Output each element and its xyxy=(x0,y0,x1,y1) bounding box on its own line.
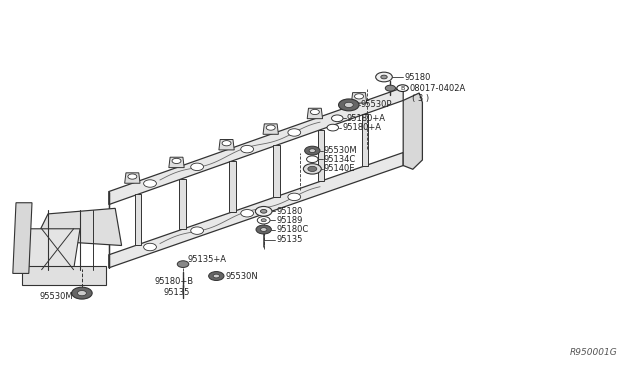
Circle shape xyxy=(260,228,267,231)
Circle shape xyxy=(381,75,387,79)
Text: 95135: 95135 xyxy=(276,235,303,244)
Text: 95530M: 95530M xyxy=(324,146,358,155)
Polygon shape xyxy=(179,179,186,229)
Circle shape xyxy=(376,72,392,82)
Polygon shape xyxy=(169,157,184,168)
Circle shape xyxy=(72,287,92,299)
Text: 95180+A: 95180+A xyxy=(342,123,381,132)
Text: 95135: 95135 xyxy=(163,288,189,297)
Circle shape xyxy=(397,85,408,92)
Circle shape xyxy=(266,125,275,130)
Text: 95135+A: 95135+A xyxy=(188,255,227,264)
Polygon shape xyxy=(125,173,140,183)
Text: 95180: 95180 xyxy=(276,207,303,216)
Text: 95530N: 95530N xyxy=(226,272,259,280)
Polygon shape xyxy=(135,194,141,245)
Circle shape xyxy=(257,217,270,224)
Text: 95189: 95189 xyxy=(276,216,303,225)
Text: 95134C: 95134C xyxy=(324,155,356,164)
Polygon shape xyxy=(307,108,323,119)
Circle shape xyxy=(260,209,267,213)
Circle shape xyxy=(307,156,318,163)
Polygon shape xyxy=(273,145,280,196)
Circle shape xyxy=(327,124,339,131)
Polygon shape xyxy=(109,153,403,268)
Text: 95180C: 95180C xyxy=(276,225,308,234)
Text: 95530M: 95530M xyxy=(40,292,74,301)
Text: 08017-0402A: 08017-0402A xyxy=(410,84,466,93)
Text: 95140E: 95140E xyxy=(324,164,355,173)
Circle shape xyxy=(241,209,253,217)
Circle shape xyxy=(191,163,204,170)
Polygon shape xyxy=(263,124,278,134)
Circle shape xyxy=(355,94,364,99)
Polygon shape xyxy=(219,140,234,150)
Circle shape xyxy=(143,243,156,251)
Circle shape xyxy=(256,225,271,234)
Text: B: B xyxy=(401,86,404,91)
Circle shape xyxy=(309,149,316,153)
Circle shape xyxy=(261,219,266,222)
Circle shape xyxy=(288,129,301,136)
Polygon shape xyxy=(403,93,422,169)
Polygon shape xyxy=(35,208,122,246)
Circle shape xyxy=(143,180,156,187)
Circle shape xyxy=(310,109,319,115)
Circle shape xyxy=(344,102,353,108)
Circle shape xyxy=(77,291,86,296)
Text: 95180: 95180 xyxy=(404,73,431,81)
Circle shape xyxy=(305,146,320,155)
Circle shape xyxy=(222,141,231,146)
Circle shape xyxy=(128,174,137,179)
Polygon shape xyxy=(109,87,403,205)
Polygon shape xyxy=(22,266,106,285)
Circle shape xyxy=(339,99,359,111)
Circle shape xyxy=(308,166,317,171)
Circle shape xyxy=(177,261,189,267)
Circle shape xyxy=(255,206,272,216)
Polygon shape xyxy=(317,129,324,181)
Circle shape xyxy=(385,85,396,91)
Circle shape xyxy=(303,164,321,174)
Text: R950001G: R950001G xyxy=(570,348,618,357)
Text: ( 3 ): ( 3 ) xyxy=(412,94,429,103)
Circle shape xyxy=(172,158,181,164)
Text: 95180+B: 95180+B xyxy=(155,278,194,286)
Circle shape xyxy=(191,227,204,234)
Polygon shape xyxy=(351,93,367,103)
Circle shape xyxy=(288,193,301,201)
Text: 95180+A: 95180+A xyxy=(347,114,386,123)
Polygon shape xyxy=(29,229,80,270)
Circle shape xyxy=(332,115,343,122)
Polygon shape xyxy=(362,114,368,166)
Text: 95530P: 95530P xyxy=(361,100,392,109)
Polygon shape xyxy=(229,161,236,212)
Circle shape xyxy=(209,272,224,280)
Circle shape xyxy=(241,145,253,153)
Circle shape xyxy=(213,274,220,278)
Polygon shape xyxy=(13,203,32,273)
